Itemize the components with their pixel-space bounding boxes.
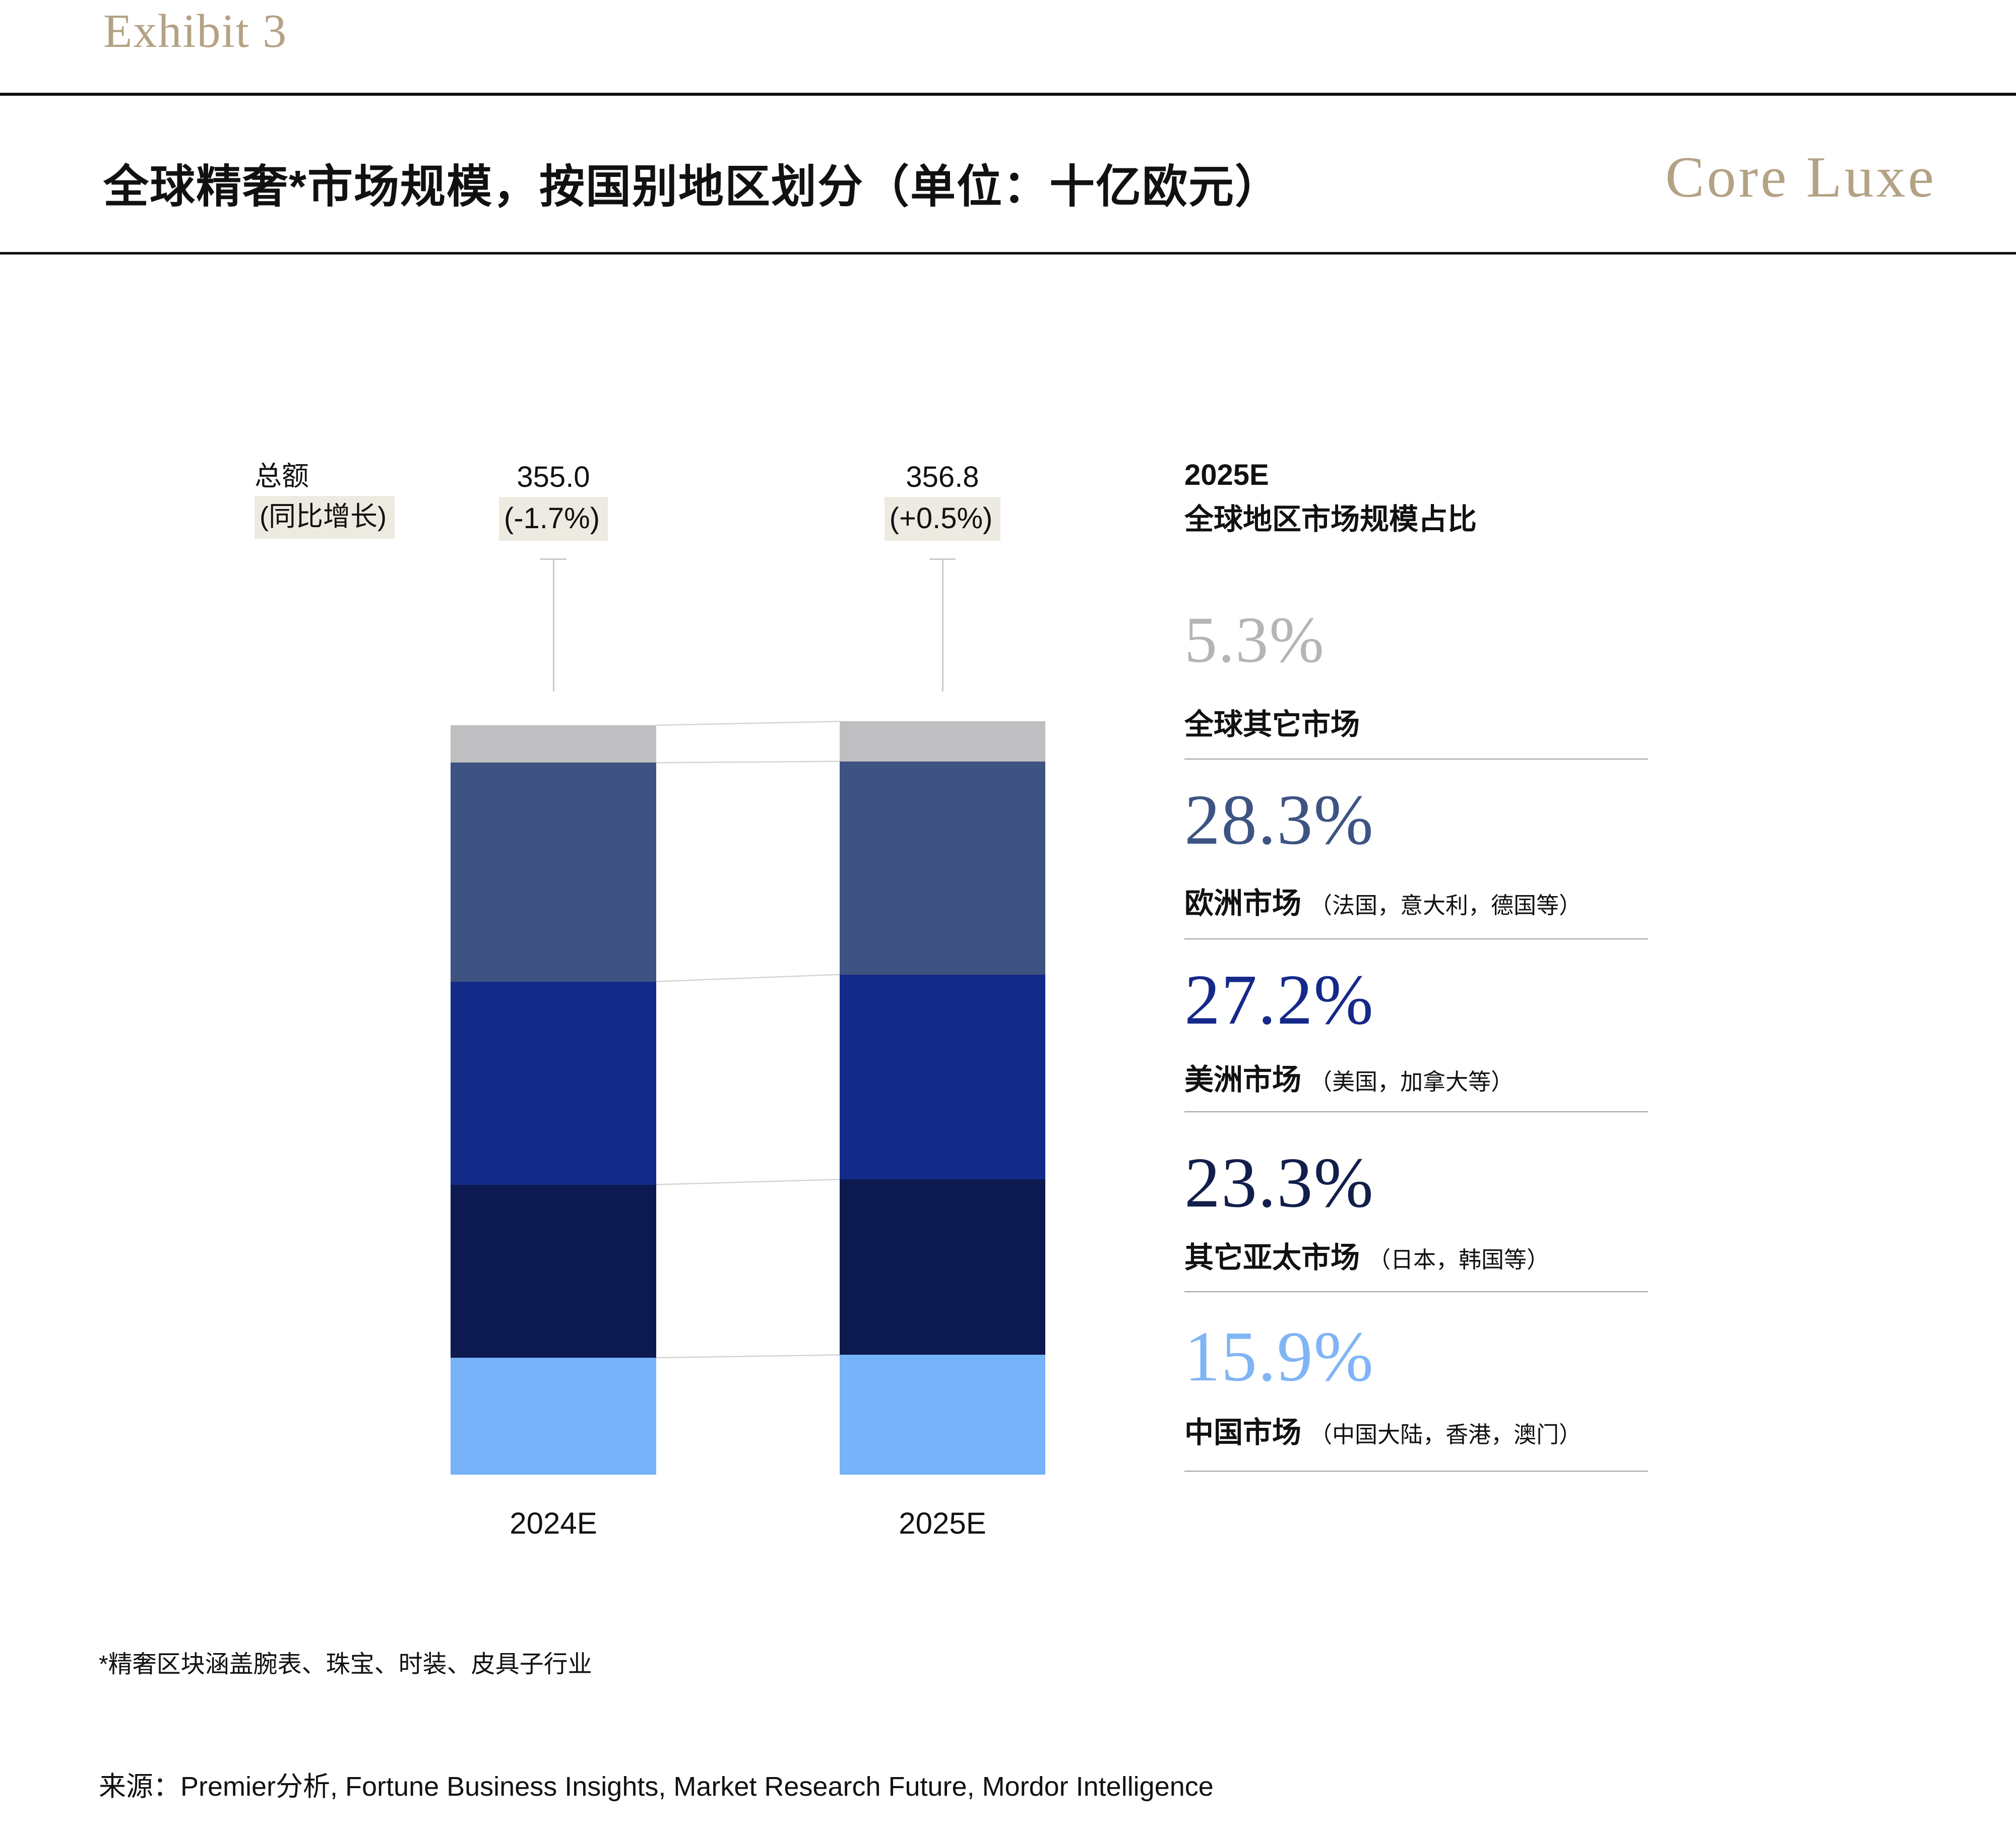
breakdown-heading-text: 全球地区市场规模占比: [1184, 503, 1477, 536]
x-axis-label-2025: 2025E: [899, 1506, 986, 1540]
totals-legend-line1: 总额: [255, 461, 309, 491]
total-2025-yoy: (+0.5%): [884, 496, 1001, 541]
flow-line: [656, 761, 840, 764]
flow-line: [656, 721, 840, 726]
flow-line: [656, 974, 840, 982]
pct-other-apac: 23.3%: [1184, 1143, 1374, 1222]
total-connector-line: [552, 558, 554, 691]
total-2024-yoy: (-1.7%): [498, 496, 608, 541]
total-2025-value: 356.8: [906, 461, 979, 493]
bar-segment-2025E-中国市场: [840, 1355, 1045, 1475]
divider: [1184, 758, 1648, 760]
bar-segment-2025E-全球其它市场: [840, 721, 1045, 762]
label-rest-of-world: 全球其它市场: [1184, 708, 1360, 741]
footnote: *精奢区块涵盖腕表、珠宝、时装、皮具子行业: [99, 1651, 592, 1678]
label-europe: 欧洲市场 （法国，意大利，德国等）: [1184, 887, 1582, 920]
label-china: 中国市场 （中国大陆，香港，澳门）: [1184, 1416, 1582, 1449]
total-connector-cap: [540, 558, 566, 560]
bar-segment-2024E-全球其它市场: [451, 725, 656, 763]
source-line: 来源：Premier分析, Fortune Business Insights,…: [99, 1772, 1214, 1802]
brand-logo: Core Luxe: [1665, 145, 1936, 210]
page-title: 全球精奢*市场规模，按国别地区划分（单位：十亿欧元）: [103, 162, 1282, 212]
flow-line: [656, 1354, 840, 1359]
divider: [1184, 1471, 1648, 1472]
bar-segment-2024E-美洲市场: [451, 981, 656, 1185]
total-2025: 356.8 (+0.5%): [840, 460, 1045, 541]
header-rule-bottom: [0, 252, 2016, 255]
bar-segment-2025E-美洲市场: [840, 974, 1045, 1180]
total-2024-value: 355.0: [517, 461, 590, 493]
divider: [1184, 1291, 1648, 1292]
exhibit-label: Exhibit 3: [103, 5, 288, 57]
header-rule-top: [0, 93, 2016, 96]
total-connector-line: [941, 558, 943, 691]
label-americas: 美洲市场 （美国，加拿大等）: [1184, 1063, 1514, 1096]
breakdown-heading-year: 2025E: [1184, 459, 1269, 491]
bar-segment-2024E-欧洲市场: [451, 763, 656, 982]
totals-legend-line2: (同比增长): [255, 495, 395, 539]
pct-rest-of-world: 5.3%: [1184, 604, 1325, 676]
pct-europe: 28.3%: [1184, 780, 1374, 859]
total-connector-cap: [929, 558, 956, 560]
x-axis-label-2024: 2024E: [510, 1506, 597, 1540]
label-other-apac: 其它亚太市场 （日本，韩国等）: [1184, 1241, 1550, 1274]
divider: [1184, 938, 1648, 939]
total-2024: 355.0 (-1.7%): [451, 460, 656, 541]
pct-china: 15.9%: [1184, 1316, 1374, 1396]
bar-segment-2025E-欧洲市场: [840, 761, 1045, 975]
bar-segment-2024E-中国市场: [451, 1358, 656, 1475]
pct-americas: 27.2%: [1184, 960, 1374, 1039]
bar-segment-2025E-其它亚太市场: [840, 1179, 1045, 1355]
bar-segment-2024E-其它亚太市场: [451, 1184, 656, 1358]
flow-line: [656, 1178, 840, 1185]
totals-legend: 总额 (同比增长): [255, 460, 395, 539]
divider: [1184, 1111, 1648, 1112]
